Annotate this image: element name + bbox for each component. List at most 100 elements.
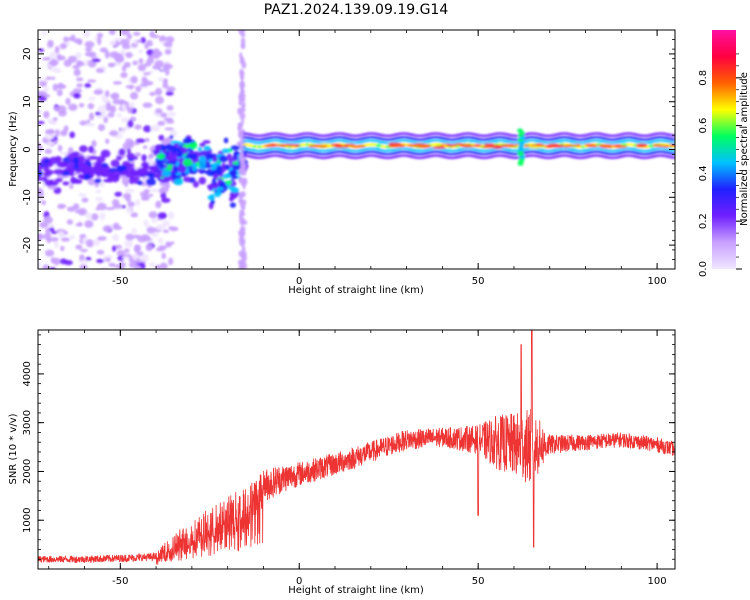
noise-speckle xyxy=(97,37,102,46)
x-tick-label: 0 xyxy=(296,576,302,587)
noise-speckle xyxy=(155,200,162,209)
vertical-streak xyxy=(239,200,245,206)
noise-speckle xyxy=(124,239,134,248)
noise-speckle xyxy=(155,264,161,269)
noise-speckle xyxy=(95,68,104,74)
noise-speckle xyxy=(112,234,120,242)
noise-speckle xyxy=(63,125,69,132)
noise-speckle xyxy=(81,197,89,203)
noise-band xyxy=(115,156,123,161)
ridge-outer xyxy=(670,156,675,159)
vertical-streak xyxy=(239,124,243,129)
noise-speckle xyxy=(45,76,52,81)
transition-blob xyxy=(198,170,209,174)
noise-speckle xyxy=(97,105,107,113)
noise-band xyxy=(118,148,126,156)
noise-speckle xyxy=(130,75,138,84)
noise-speckle xyxy=(126,33,132,40)
noise-speckle xyxy=(94,197,104,202)
noise-speckle xyxy=(92,58,101,63)
noise-speckle xyxy=(75,77,84,82)
transition-blob xyxy=(207,184,214,191)
colorbar-tick-label: 0.6 xyxy=(698,118,709,134)
vertical-streak xyxy=(242,162,247,170)
spectrogram-panel: -50 0 50 100 -20 -10 0 10 20 Height of straight… xyxy=(8,29,676,296)
x-tick-label: 50 xyxy=(472,576,485,587)
noise-speckle xyxy=(98,123,106,132)
noise-speckle xyxy=(45,133,55,140)
noise-speckle xyxy=(114,191,123,197)
noise-speckle xyxy=(76,83,84,88)
noise-speckle xyxy=(128,102,135,108)
noise-speckle xyxy=(165,119,175,124)
snr-y-label: SNR (10 * v/v) xyxy=(8,413,19,484)
noise-speckle xyxy=(138,49,143,54)
spectrogram-x-label: Height of straight line (km) xyxy=(288,285,424,296)
snr-frame xyxy=(37,329,676,570)
noise-speckle xyxy=(43,216,53,224)
noise-speckle xyxy=(143,189,151,193)
noise-speckle xyxy=(59,43,67,50)
noise-speckle xyxy=(116,113,122,118)
noise-speckle xyxy=(157,212,168,220)
noise-speckle xyxy=(149,91,156,97)
noise-speckle xyxy=(43,110,50,119)
noise-band xyxy=(62,181,70,186)
vertical-streak xyxy=(238,194,243,201)
transition-blob xyxy=(229,186,237,191)
noise-speckle xyxy=(50,230,58,234)
noise-speckle xyxy=(143,125,152,133)
transition-blob xyxy=(202,140,211,144)
noise-band xyxy=(46,162,54,168)
vertical-streak xyxy=(237,107,242,115)
noise-speckle xyxy=(158,35,167,43)
noise-speckle xyxy=(53,117,58,121)
noise-speckle xyxy=(69,131,76,139)
ridge-peak xyxy=(339,145,350,148)
noise-speckle xyxy=(162,229,170,234)
noise-speckle xyxy=(99,212,106,219)
noise-speckle xyxy=(91,140,97,148)
noise-speckle xyxy=(161,252,167,260)
noise-speckle xyxy=(144,79,149,83)
noise-speckle xyxy=(93,89,104,95)
noise-speckle xyxy=(109,130,119,137)
noise-speckle xyxy=(59,151,69,155)
transition-blob xyxy=(203,153,214,160)
noise-speckle xyxy=(52,83,58,92)
noise-speckle xyxy=(78,259,89,264)
noise-speckle xyxy=(53,257,61,266)
noise-speckle xyxy=(41,200,47,206)
transition-blob xyxy=(154,173,162,179)
noise-speckle xyxy=(127,201,135,208)
y-tick-label: -20 xyxy=(22,237,33,253)
noise-speckle xyxy=(85,47,93,52)
noise-speckle xyxy=(44,249,55,257)
noise-band xyxy=(68,167,76,173)
noise-speckle xyxy=(125,233,135,241)
ridge-peak xyxy=(535,143,546,147)
noise-band xyxy=(110,174,120,183)
colorbar-label: Normalized spectral amplitude xyxy=(739,72,750,226)
ridge-peak xyxy=(291,144,301,147)
noise-band xyxy=(128,177,135,185)
spectrogram-y-label: Frequency (Hz) xyxy=(8,111,19,187)
noise-speckle xyxy=(152,48,160,54)
noise-speckle xyxy=(119,38,130,46)
noise-speckle xyxy=(57,144,63,152)
transition-blob xyxy=(170,154,178,159)
noise-speckle xyxy=(148,153,155,159)
x-tick-label: 100 xyxy=(648,276,667,287)
noise-band xyxy=(88,155,99,160)
noise-speckle xyxy=(137,64,147,72)
noise-speckle xyxy=(73,92,81,99)
noise-band xyxy=(43,165,50,172)
noise-speckle xyxy=(133,31,141,36)
noise-speckle xyxy=(120,72,128,79)
vertical-streak xyxy=(242,237,246,246)
ridge-peak xyxy=(307,144,320,148)
noise-speckle xyxy=(160,191,167,200)
noise-speckle xyxy=(127,119,134,128)
colorbar-tick-label: 0.4 xyxy=(698,165,709,181)
transition-blob xyxy=(222,173,230,179)
